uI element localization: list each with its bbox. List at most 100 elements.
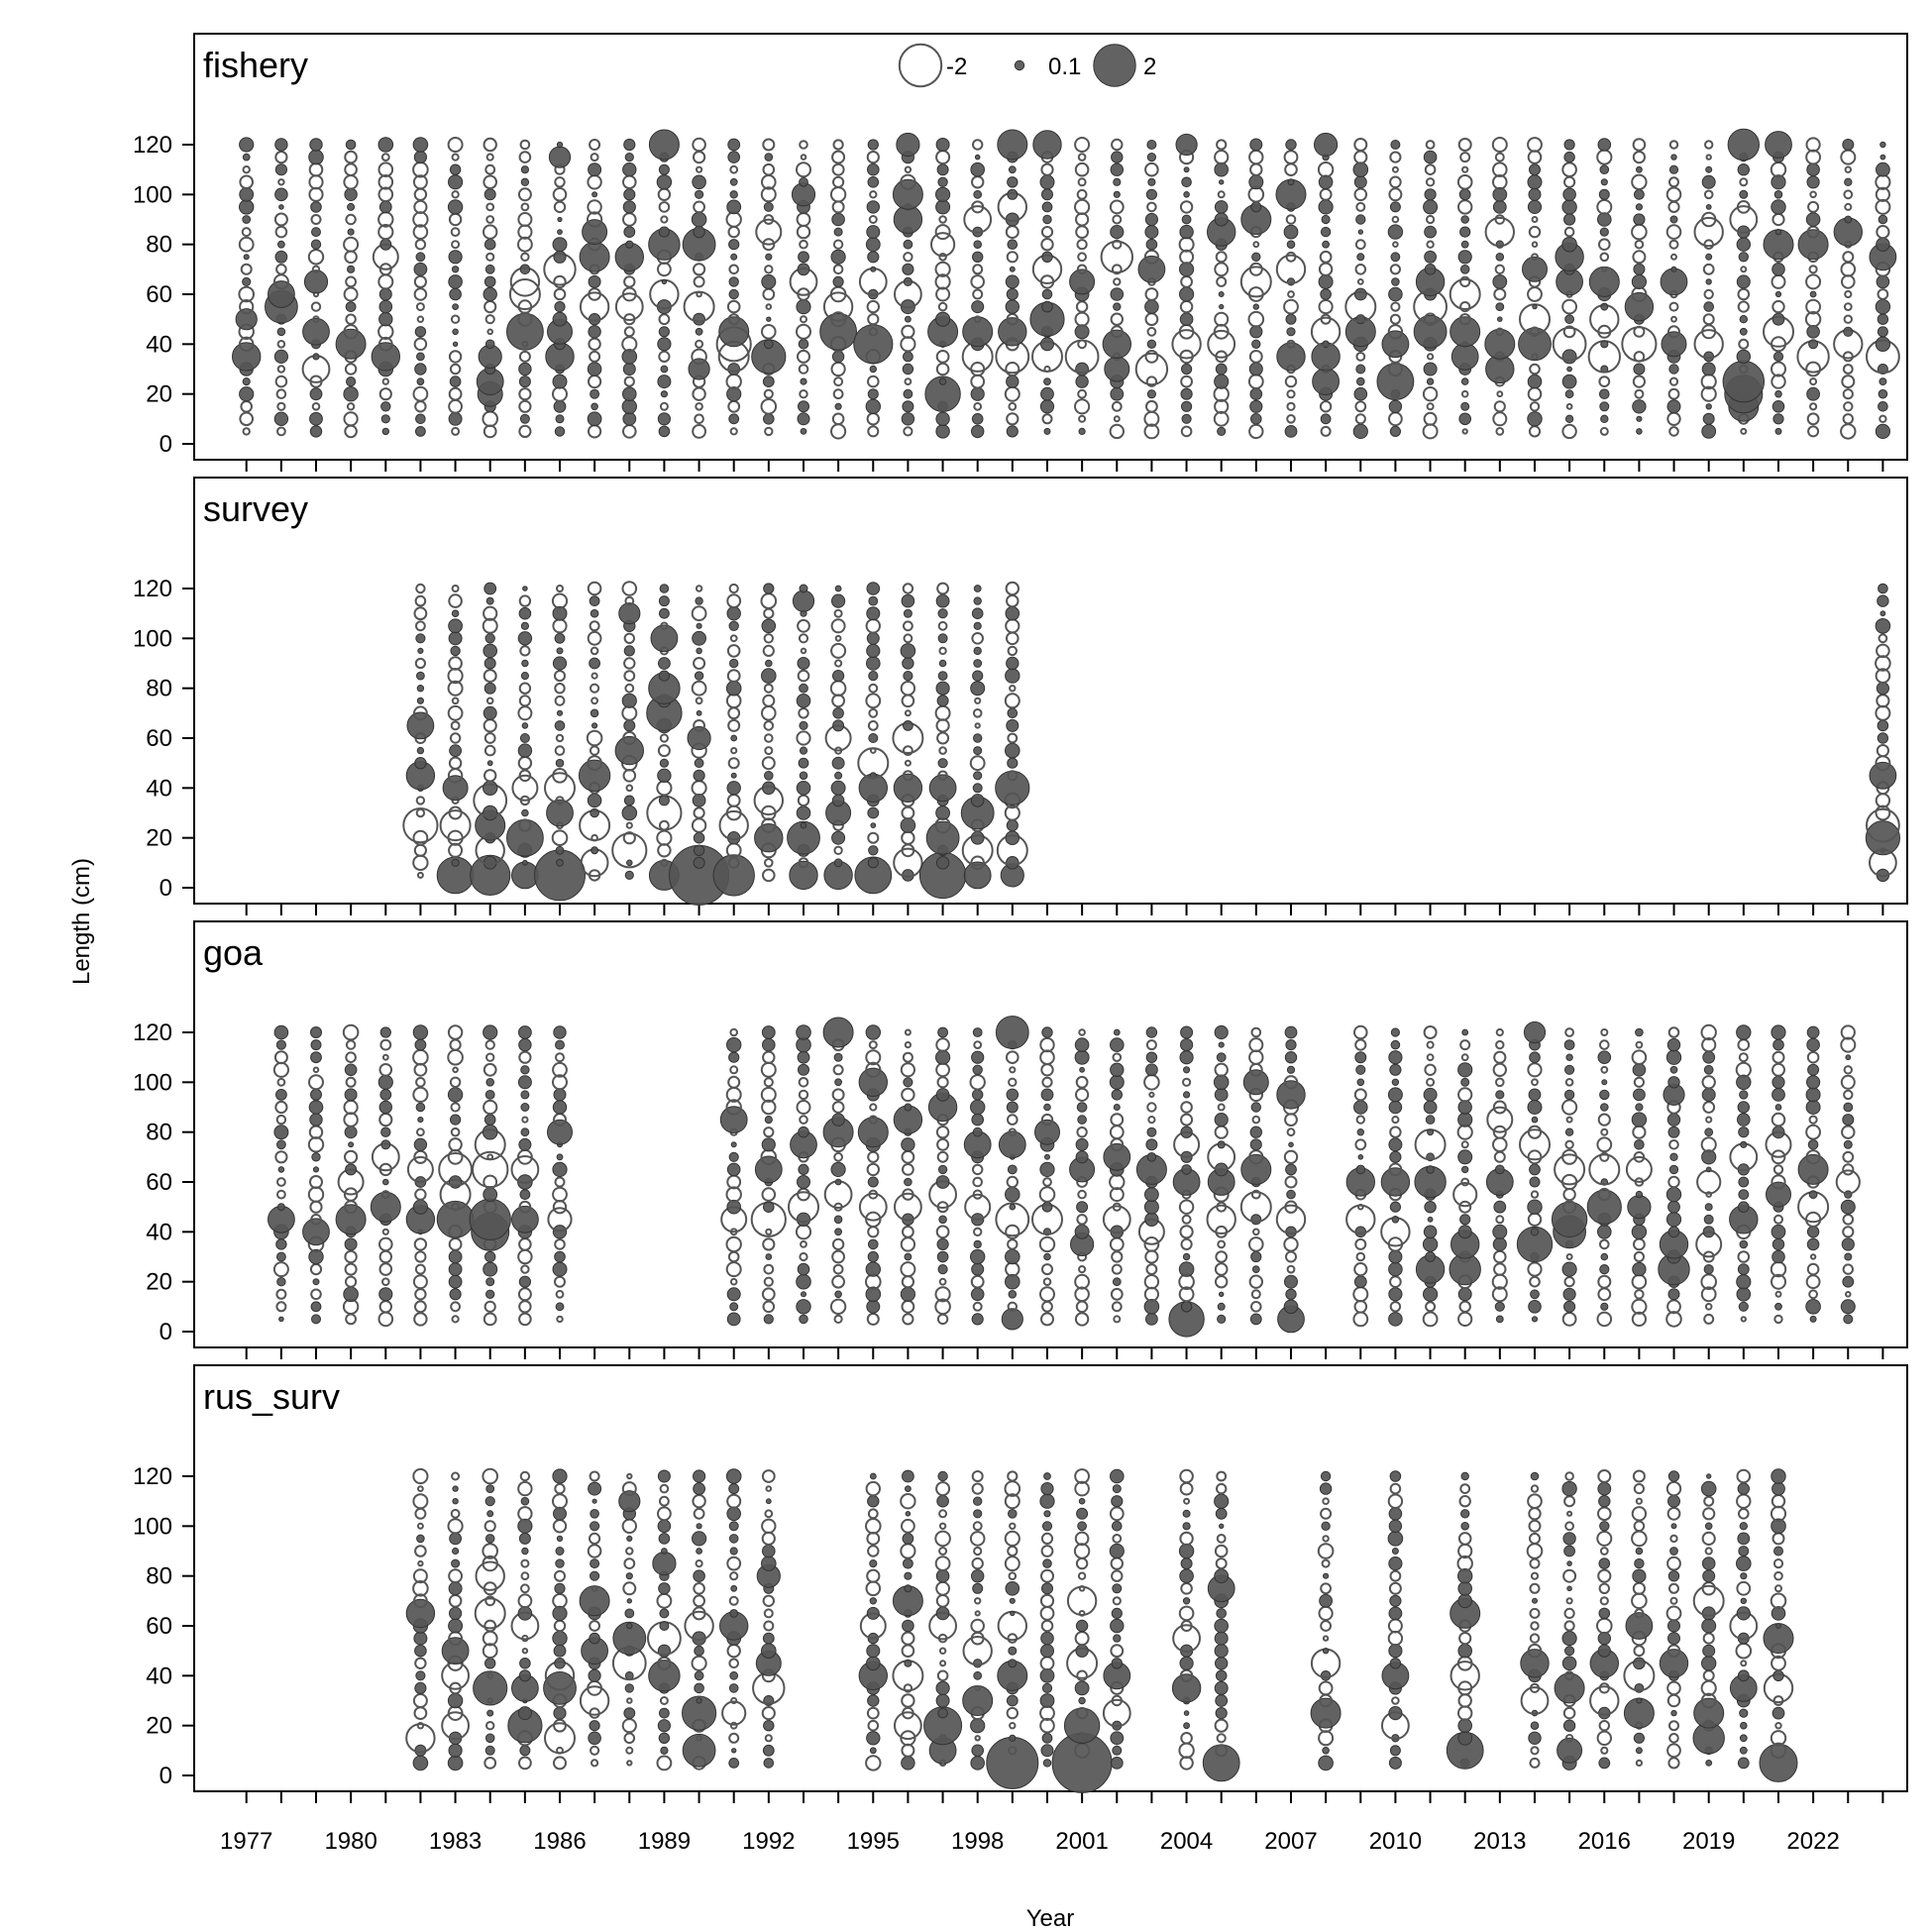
residual-bubble (762, 1632, 775, 1645)
residual-bubble (1736, 1606, 1751, 1621)
residual-bubble (1355, 1115, 1366, 1125)
residual-bubble (830, 1161, 846, 1178)
residual-bubble (754, 823, 784, 853)
residual-bubble (624, 1683, 634, 1693)
residual-bubble (1495, 1315, 1504, 1324)
residual-bubble (1426, 214, 1436, 225)
residual-bubble (1353, 138, 1368, 152)
residual-bubble (1284, 162, 1298, 176)
residual-bubble (1075, 1644, 1089, 1658)
residual-bubble (727, 313, 740, 326)
residual-bubble (1110, 1618, 1125, 1634)
residual-bubble (829, 680, 847, 698)
residual-bubble (1214, 1631, 1229, 1646)
residual-bubble (1039, 1717, 1055, 1734)
residual-bubble (273, 1024, 289, 1040)
residual-bubble (449, 376, 462, 387)
residual-bubble (1599, 1521, 1610, 1532)
residual-bubble (1561, 1480, 1577, 1497)
residual-bubbles (405, 1467, 1798, 1793)
residual-bubble (1701, 1556, 1716, 1570)
residual-bubble (543, 1671, 577, 1705)
residual-bubble (1006, 312, 1020, 326)
residual-bubble (892, 178, 923, 210)
residual-bubble (1809, 290, 1817, 298)
residual-bubble (798, 251, 809, 264)
residual-bubble (1077, 388, 1087, 399)
residual-bubble (1599, 1039, 1610, 1050)
residual-bubble (1457, 1087, 1473, 1103)
residual-bubble (832, 175, 845, 188)
residual-bubble (1179, 312, 1194, 327)
residual-bubble (1143, 1286, 1160, 1302)
residual-bubble (659, 1608, 670, 1619)
residual-bubble (1632, 1581, 1647, 1595)
residual-bubble (1528, 225, 1542, 239)
residual-bubble (622, 386, 637, 402)
residual-bubble (973, 1239, 982, 1249)
residual-bubble (658, 595, 670, 607)
residual-bubble (448, 1743, 463, 1758)
y-tick-label: 20 (146, 381, 172, 408)
residual-bubble (1286, 1127, 1296, 1137)
residual-bubble (1771, 1468, 1786, 1484)
residual-bubble (1492, 1136, 1508, 1153)
residual-bubble (1492, 186, 1508, 202)
residual-bubble (1387, 1087, 1403, 1103)
residual-bubble (1389, 1482, 1402, 1495)
residual-bubble (624, 153, 634, 162)
residual-bubble (1566, 1560, 1572, 1566)
residual-bubble (622, 424, 637, 439)
residual-bubble (447, 1692, 464, 1709)
residual-bubble (1705, 154, 1712, 161)
y-tick-label: 0 (160, 1763, 172, 1789)
residual-bubble (1527, 286, 1543, 302)
residual-bubble (831, 830, 846, 845)
residual-bubble (796, 730, 811, 746)
residual-bubble (1736, 1287, 1752, 1302)
residual-bubble (650, 624, 679, 653)
residual-bubble (971, 413, 984, 425)
residual-bubble (344, 1249, 358, 1264)
residual-bubble (865, 1286, 882, 1303)
residual-bubble (695, 697, 703, 705)
residual-bubble (694, 1645, 704, 1657)
residual-bubble (482, 1124, 498, 1140)
residual-bubble (449, 287, 462, 301)
residual-bubble (1460, 1177, 1470, 1187)
residual-bubble (1179, 1468, 1194, 1484)
residual-bubble (448, 756, 463, 770)
residual-bubble (1843, 1065, 1854, 1075)
residual-bubble (1214, 200, 1229, 214)
residual-bubble (900, 1543, 916, 1559)
residual-bubble (1843, 401, 1854, 412)
residual-bubble (1239, 266, 1272, 298)
residual-bubble (406, 1155, 434, 1183)
residual-bubble (451, 1471, 461, 1481)
residual-bubble (1008, 1746, 1018, 1756)
residual-bubble (867, 1495, 880, 1508)
residual-bubble (870, 266, 877, 272)
residual-bubble (657, 843, 672, 858)
residual-bubble (924, 376, 961, 412)
residual-bubble (1387, 1618, 1403, 1634)
residual-bubble (935, 424, 950, 439)
residual-bubble (625, 784, 634, 793)
legend-label: 0.1 (1048, 54, 1081, 80)
residual-bubble (1634, 1608, 1645, 1619)
residual-bubble (1840, 1074, 1856, 1090)
residual-bubble (518, 387, 532, 401)
residual-bubble (1214, 1568, 1230, 1584)
residual-bubble (587, 411, 602, 427)
residual-bubble (414, 1038, 427, 1051)
residual-bubble (345, 213, 357, 226)
residual-bubble (1771, 1494, 1786, 1509)
residual-bubble (1387, 1493, 1404, 1509)
residual-bubble (484, 1595, 496, 1607)
residual-bubble (789, 860, 818, 891)
residual-bubble (623, 1707, 636, 1719)
residual-bubble (1284, 1113, 1298, 1127)
residual-bubble (1376, 363, 1415, 401)
residual-bubble (1597, 1187, 1612, 1202)
residual-bubble (344, 1088, 358, 1102)
